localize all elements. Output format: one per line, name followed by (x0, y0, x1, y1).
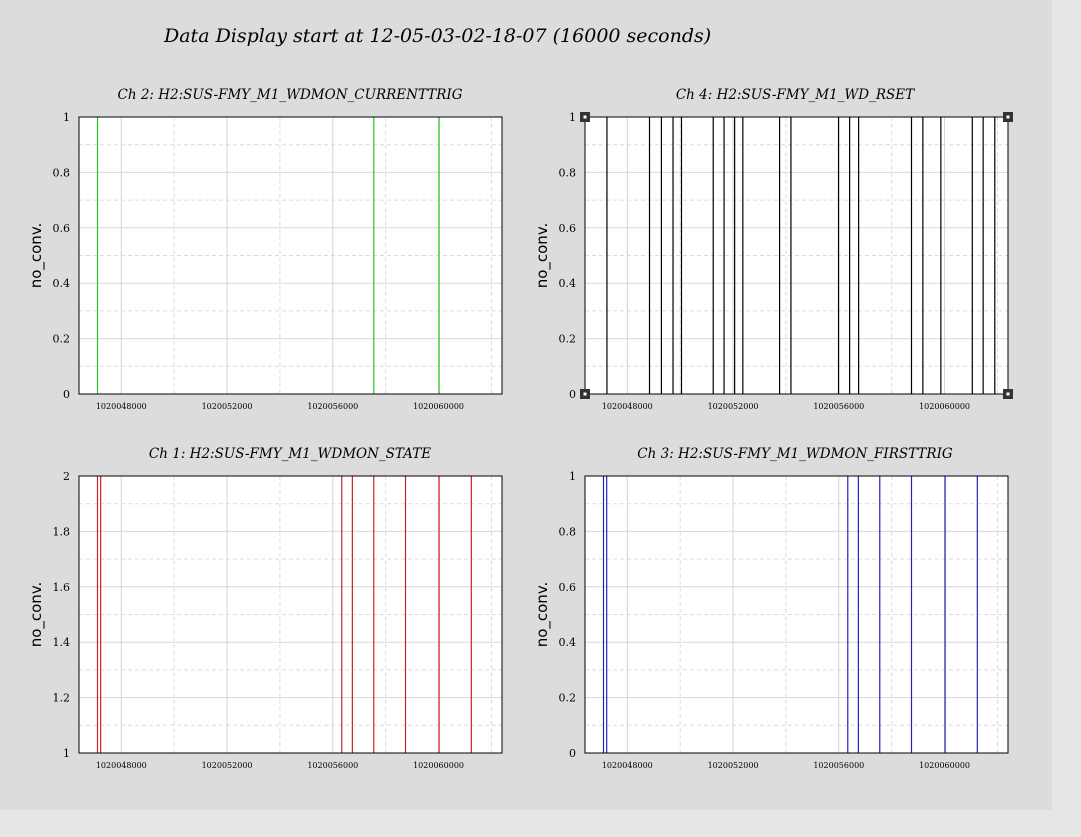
display-title: Data Display start at 12-05-03-02-18-07 … (164, 25, 712, 47)
y-tick-label: 0.2 (559, 333, 577, 346)
chart-title: Ch 4: H2:SUS-FMY_M1_WD_RSET (676, 87, 915, 103)
y-tick-label: 1.6 (53, 581, 71, 594)
x-tick-label: 1020052000 (202, 402, 253, 411)
chart-panel-3: Ch 1: H2:SUS-FMY_M1_WDMON_STATE 1 1.2 1.4 1.… (27, 446, 503, 770)
y-axis-label: no_conv. (27, 582, 46, 648)
x-tick-label: 1020048000 (602, 761, 653, 770)
y-tick-label: 2 (63, 470, 70, 483)
chart-title: Ch 2: H2:SUS-FMY_M1_WDMON_CURRENTTRIG (118, 87, 463, 103)
y-tick-label: 0.2 (53, 333, 71, 346)
display-canvas: Data Display start at 12-05-03-02-18-07 … (27, 25, 1013, 770)
chart-panel-2: Ch 4: H2:SUS-FMY_M1_WD_RSET 0 0.2 0.4 0.6 0.8… (533, 87, 1013, 411)
y-tick-label: 0.6 (559, 581, 577, 594)
x-tick-label: 1020060000 (413, 761, 464, 770)
x-tick-label: 1020060000 (919, 402, 970, 411)
plot-frame (78, 116, 503, 395)
plot-frame (78, 475, 503, 754)
y-tick-label: 0.8 (559, 166, 577, 179)
y-tick-label: 0.4 (559, 277, 577, 290)
x-tick-label: 1020052000 (708, 761, 759, 770)
plots-svg: Ch 2: H2:SUS-FMY_M1_WDMON_CURRENTTRIG 0 0.… (27, 87, 1013, 770)
y-axis-label: no_conv. (27, 223, 46, 289)
y-axis-label: no_conv. (533, 223, 552, 289)
y-tick-label: 0.8 (559, 525, 577, 538)
y-tick-label: 0.4 (559, 636, 577, 649)
y-tick-label: 0.2 (559, 692, 577, 705)
chart-title: Ch 1: H2:SUS-FMY_M1_WDMON_STATE (149, 446, 431, 462)
y-tick-label: 1.4 (53, 636, 71, 649)
y-tick-label: 0.6 (559, 222, 577, 235)
chart-panel-1: Ch 2: H2:SUS-FMY_M1_WDMON_CURRENTTRIG 0 0.… (27, 87, 503, 411)
y-tick-label: 1 (63, 111, 70, 124)
y-tick-label: 0.6 (53, 222, 71, 235)
x-tick-label: 1020056000 (307, 402, 358, 411)
chart-title: Ch 3: H2:SUS-FMY_M1_WDMON_FIRSTTRIG (637, 446, 953, 462)
y-tick-label: 0.8 (53, 166, 71, 179)
y-tick-label: 1 (569, 111, 576, 124)
x-tick-label: 1020052000 (202, 761, 253, 770)
chart-panel-4: Ch 3: H2:SUS-FMY_M1_WDMON_FIRSTTRIG 0 0.2 0… (533, 446, 1009, 770)
x-tick-label: 1020048000 (602, 402, 653, 411)
y-tick-label: 1 (63, 747, 70, 760)
x-tick-label: 1020048000 (96, 402, 147, 411)
plot-frame (584, 475, 1009, 754)
y-tick-label: 0 (569, 388, 576, 401)
x-tick-label: 1020052000 (708, 402, 759, 411)
y-tick-label: 1 (569, 470, 576, 483)
x-tick-label: 1020060000 (919, 761, 970, 770)
y-tick-label: 0 (569, 747, 576, 760)
y-tick-label: 0.4 (53, 277, 71, 290)
plot-frame (584, 116, 1009, 395)
selection-handle-center (1006, 392, 1010, 396)
x-tick-label: 1020056000 (813, 761, 864, 770)
selection-handle-center (1006, 115, 1010, 119)
x-tick-label: 1020048000 (96, 761, 147, 770)
y-tick-label: 1.2 (53, 692, 71, 705)
y-tick-label: 0 (63, 388, 70, 401)
selection-handle-center (583, 392, 587, 396)
y-tick-label: 1.8 (53, 525, 71, 538)
x-tick-label: 1020056000 (813, 402, 864, 411)
x-tick-label: 1020056000 (307, 761, 358, 770)
x-tick-label: 1020060000 (413, 402, 464, 411)
selection-handle-center (583, 115, 587, 119)
y-axis-label: no_conv. (533, 582, 552, 648)
